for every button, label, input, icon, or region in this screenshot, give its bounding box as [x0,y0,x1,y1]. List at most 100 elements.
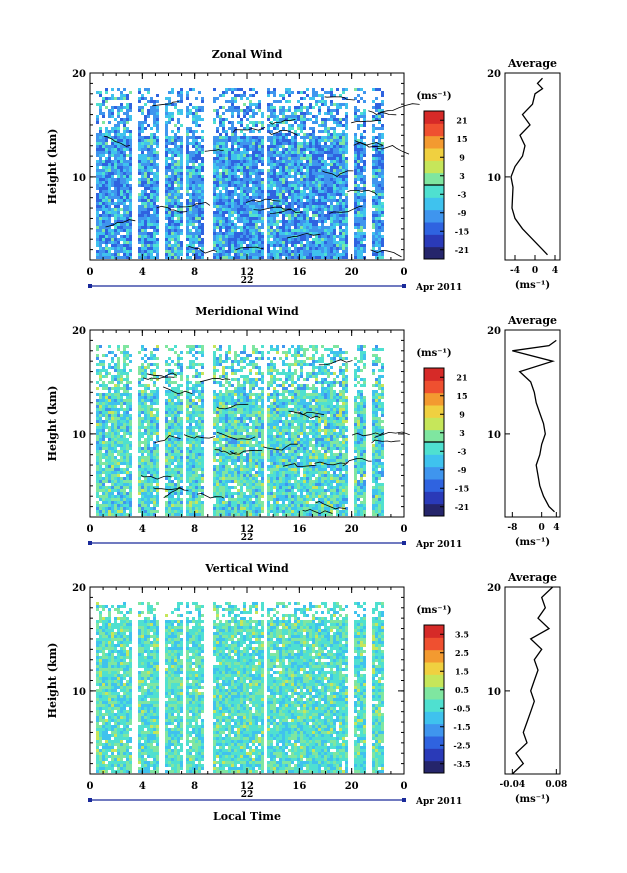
heatmap-cell [171,151,174,154]
heatmap-cell [129,477,132,480]
heatmap-cell [126,121,129,124]
heatmap-cell [165,115,168,118]
heatmap-cell [141,450,144,453]
heatmap-cell [255,175,258,178]
heatmap-cell [120,208,123,211]
heatmap-cell [219,115,222,118]
heatmap-cell [255,229,258,232]
heatmap-cell [381,220,384,223]
heatmap-cell [318,169,321,172]
heatmap-cell [330,115,333,118]
heatmap-cell [327,148,330,151]
heatmap-cell [363,154,366,157]
heatmap-cell [375,157,378,160]
heatmap-cell [315,223,318,226]
heatmap-cell [123,193,126,196]
heatmap-cell [96,426,99,429]
heatmap-cell [315,115,318,118]
heatmap-cell [186,91,189,94]
heatmap-cell [240,130,243,133]
heatmap-cell [150,408,153,411]
heatmap-cell [312,151,315,154]
heatmap-cell [117,166,120,169]
heatmap-cell [141,121,144,124]
heatmap-cell [357,190,360,193]
heatmap-cell [114,402,117,405]
heatmap-cell [246,193,249,196]
heatmap-cell [354,250,357,253]
heatmap-cell [291,91,294,94]
heatmap-cell [165,160,168,163]
heatmap-cell [186,151,189,154]
contour-line [152,101,180,107]
heatmap-cell [216,241,219,244]
heatmap-cell [342,91,345,94]
heatmap-cell [327,199,330,202]
heatmap-cell [156,112,159,115]
heatmap-cell [309,229,312,232]
heatmap-cell [108,507,111,510]
heatmap-cell [192,244,195,247]
heatmap-cell [228,199,231,202]
heatmap-cell [303,238,306,241]
heatmap-cell [138,474,141,477]
heatmap-cell [195,169,198,172]
heatmap-cell [120,145,123,148]
heatmap-cell [138,444,141,447]
heatmap-cell [126,166,129,169]
heatmap-cell [303,196,306,199]
heatmap-cell [375,196,378,199]
heatmap-cell [153,384,156,387]
heatmap-cell [99,483,102,486]
heatmap-cell [288,211,291,214]
heatmap-cell [282,175,285,178]
heatmap-cell [150,354,153,357]
heatmap-cell [123,456,126,459]
heatmap-cell [231,235,234,238]
heatmap-cell [216,211,219,214]
heatmap-cell [147,495,150,498]
heatmap-cell [360,157,363,160]
heatmap-cell [303,202,306,205]
heatmap-cell [279,169,282,172]
heatmap-cell [219,214,222,217]
heatmap-cell [279,199,282,202]
heatmap-cell [339,244,342,247]
heatmap-cell [231,130,234,133]
heatmap-cell [102,486,105,489]
heatmap-cell [345,139,348,142]
heatmap-cell [123,238,126,241]
heatmap-cell [345,133,348,136]
heatmap-cell [105,175,108,178]
heatmap-cell [279,256,282,259]
heatmap-cell [270,235,273,238]
heatmap-cell [126,175,129,178]
heatmap-cell [345,103,348,106]
heatmap-cell [288,175,291,178]
heatmap-cell [114,480,117,483]
heatmap-cell [198,199,201,202]
heatmap-cell [105,145,108,148]
heatmap-cell [198,166,201,169]
heatmap-cell [213,97,216,100]
heatmap-cell [156,495,159,498]
heatmap-cell [288,109,291,112]
heatmap-cell [198,151,201,154]
heatmap-cell [324,178,327,181]
heatmap-cell [231,163,234,166]
heatmap-cell [222,199,225,202]
heatmap-cell [249,109,252,112]
heatmap-cell [357,238,360,241]
heatmap-cell [270,103,273,106]
heatmap-cell [147,414,150,417]
heatmap-cell [219,178,222,181]
heatmap-cell [213,247,216,250]
heatmap-cell [117,480,120,483]
heatmap-cell [99,91,102,94]
heatmap-cell [291,193,294,196]
heatmap-cell [267,202,270,205]
heatmap-cell [150,148,153,151]
heatmap-cell [111,148,114,151]
heatmap-cell [201,229,204,232]
heatmap-cell [156,136,159,139]
